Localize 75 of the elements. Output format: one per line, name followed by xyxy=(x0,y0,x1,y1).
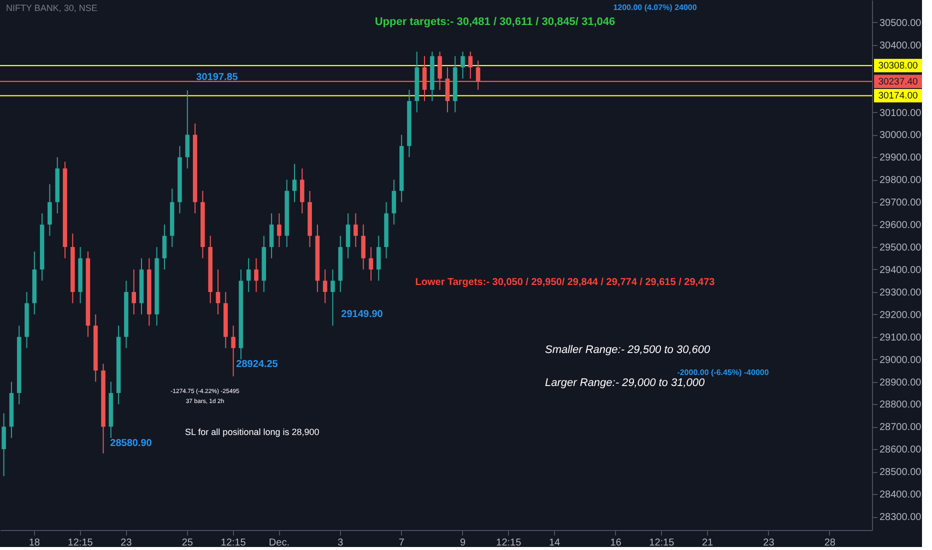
y-tick-label: 29100.00 xyxy=(880,332,922,344)
x-tick-label: 16 xyxy=(610,538,622,548)
annotation: Upper targets:- 30,481 / 30,611 / 30,845/ 31,046 xyxy=(374,16,616,28)
y-tick-label: 28400.00 xyxy=(880,490,922,501)
x-tick-label: 12:15 xyxy=(649,538,675,548)
x-tick-label: 18 xyxy=(28,538,40,548)
ref-line-label: 30308.00 xyxy=(878,60,918,72)
annotation: 28580.90 xyxy=(110,438,152,449)
y-tick-label: 30100.00 xyxy=(880,108,922,119)
x-tick-label: 25 xyxy=(182,538,194,548)
candlestick xyxy=(216,268,220,315)
candlestick xyxy=(346,212,350,259)
y-tick-label: 29000.00 xyxy=(880,354,922,366)
candlestick xyxy=(330,268,335,326)
annotation: -2000.00 (-6.45%) -40000 xyxy=(677,368,770,377)
x-tick-label: 28 xyxy=(824,538,836,548)
x-tick-label: 12:15 xyxy=(220,538,246,548)
candlestick xyxy=(246,258,251,292)
y-tick-label: 30400.00 xyxy=(880,40,922,52)
candlestick xyxy=(185,90,190,169)
candlestick xyxy=(322,268,328,304)
candlestick xyxy=(292,163,297,203)
candlestick xyxy=(376,235,381,282)
y-tick-label: 29600.00 xyxy=(880,220,922,232)
x-tick-label: 23 xyxy=(763,538,775,548)
candlestick xyxy=(460,51,465,80)
x-tick-label: 7 xyxy=(398,538,405,548)
x-tick-label: 9 xyxy=(460,538,466,548)
candlestick xyxy=(231,325,236,377)
candlestick xyxy=(277,212,282,248)
y-tick-label: 29200.00 xyxy=(880,310,922,321)
candlestick xyxy=(269,212,274,259)
candlestick xyxy=(254,258,258,292)
annotation: 1200.00 (4.07%) 24000 xyxy=(613,3,698,12)
x-tick-label: Dec. xyxy=(268,538,290,548)
x-tick-label: 12:15 xyxy=(496,538,522,548)
candlestick xyxy=(2,412,6,477)
y-tick-label: 29500.00 xyxy=(880,242,922,254)
candlestick xyxy=(132,268,136,315)
candlestick xyxy=(392,179,396,226)
y-tick-label: 29900.00 xyxy=(880,152,922,164)
annotation: 30197.85 xyxy=(196,72,238,83)
y-tick-label: 30000.00 xyxy=(880,130,922,142)
candlestick xyxy=(354,212,358,248)
ref-line-label: 30237.40 xyxy=(878,76,918,88)
y-tick-label: 30500.00 xyxy=(880,18,922,29)
y-tick-label: 28600.00 xyxy=(880,444,922,456)
y-tick-label: 28700.00 xyxy=(880,422,922,434)
x-tick-label: 23 xyxy=(120,538,132,548)
annotation: 28924.25 xyxy=(236,359,278,370)
y-tick-label: 29800.00 xyxy=(880,175,922,186)
candlestick xyxy=(162,224,167,270)
candlestick xyxy=(300,168,304,214)
y-tick-label: 29300.00 xyxy=(880,287,922,298)
x-tick-label: 3 xyxy=(338,538,344,548)
y-tick-label: 28300.00 xyxy=(880,512,922,524)
ref-line-label: 30174.00 xyxy=(878,90,918,102)
x-tick-label: 21 xyxy=(702,538,714,548)
candlestick xyxy=(468,51,473,80)
chart-title: NIFTY BANK, 30, NSE xyxy=(6,3,98,13)
annotation: 29149.90 xyxy=(341,309,384,320)
candlestick xyxy=(48,184,52,236)
annotation: Larger Range:- 29,000 to 31,000 xyxy=(545,377,706,389)
y-tick-label: 29400.00 xyxy=(880,264,922,276)
annotation: SL for all positional long is 28,900 xyxy=(185,427,320,437)
annotation: Lower Targets:- 30,050 / 29,950/ 29,844 / 29,774 / 29,615 / 29,473 xyxy=(415,277,716,288)
candlestick xyxy=(368,246,374,282)
x-tick-label: 12:15 xyxy=(68,538,94,548)
x-tick-label: 14 xyxy=(549,538,561,548)
y-tick-label: 29700.00 xyxy=(880,198,922,209)
candlestick xyxy=(361,224,366,270)
y-tick-label: 28900.00 xyxy=(880,377,922,388)
y-tick-label: 28500.00 xyxy=(880,467,922,478)
y-tick-label: 28800.00 xyxy=(880,400,922,411)
annotation: Smaller Range:- 29,500 to 30,600 xyxy=(545,344,711,356)
